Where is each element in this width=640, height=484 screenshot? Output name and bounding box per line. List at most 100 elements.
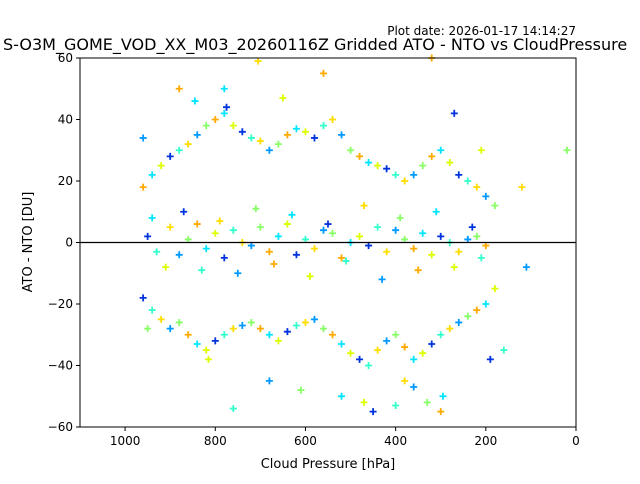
data-point	[220, 254, 228, 262]
data-point	[265, 377, 273, 385]
data-point	[473, 232, 481, 240]
data-point	[410, 171, 418, 179]
data-point	[437, 232, 445, 240]
data-point	[491, 202, 499, 210]
data-point	[229, 405, 237, 413]
data-point	[301, 128, 309, 136]
data-point	[283, 328, 291, 336]
data-point	[455, 248, 463, 256]
data-point	[157, 162, 165, 170]
x-tick-label: 800	[204, 434, 227, 448]
series-outliers	[139, 54, 571, 416]
data-point	[229, 226, 237, 234]
data-point	[265, 331, 273, 339]
data-point	[319, 69, 327, 77]
y-tick-label: 40	[58, 113, 73, 127]
data-point	[419, 229, 427, 237]
data-point	[223, 103, 231, 111]
data-point	[279, 94, 287, 102]
data-point	[329, 229, 337, 237]
data-point	[491, 285, 499, 293]
x-tick-label: 1000	[110, 434, 141, 448]
data-point	[211, 337, 219, 345]
data-point	[455, 318, 463, 326]
data-point	[378, 275, 386, 283]
data-point	[202, 245, 210, 253]
data-point	[220, 331, 228, 339]
data-point	[356, 152, 364, 160]
data-point	[356, 355, 364, 363]
data-point	[446, 325, 454, 333]
data-point	[247, 242, 255, 250]
data-point	[428, 152, 436, 160]
data-point	[347, 146, 355, 154]
data-point	[360, 398, 368, 406]
data-point	[414, 266, 422, 274]
data-point	[252, 205, 260, 213]
data-point	[365, 362, 373, 369]
data-point	[301, 235, 309, 243]
data-point	[369, 408, 377, 416]
data-point	[175, 85, 183, 93]
x-axis: 1000 800 600 400 200 0	[110, 427, 580, 448]
data-point	[338, 254, 346, 262]
data-point	[450, 263, 458, 271]
data-point	[432, 208, 440, 216]
data-point	[347, 349, 355, 357]
data-point	[522, 263, 530, 271]
series-upper-spread	[139, 109, 499, 210]
data-point	[423, 398, 431, 406]
data-point	[175, 251, 183, 259]
data-point	[198, 266, 206, 274]
data-point	[419, 349, 427, 357]
data-point	[148, 171, 156, 179]
data-point	[310, 134, 318, 142]
data-point	[306, 272, 314, 280]
data-point	[184, 331, 192, 339]
data-point	[401, 177, 409, 185]
data-point	[166, 325, 174, 333]
data-point	[292, 125, 300, 133]
data-point	[329, 116, 337, 123]
data-point	[410, 245, 418, 253]
data-point	[464, 235, 472, 243]
data-point	[297, 386, 305, 394]
data-point	[184, 235, 192, 243]
x-tick-label: 200	[474, 434, 497, 448]
data-point	[220, 85, 228, 93]
data-point	[428, 251, 436, 259]
y-tick-label: −60	[48, 420, 73, 434]
data-point	[191, 97, 199, 105]
y-axis-label: ATO - NTO [DU]	[21, 192, 36, 293]
data-point	[374, 162, 382, 170]
data-point	[518, 183, 526, 191]
data-point	[157, 315, 165, 323]
data-point	[175, 318, 183, 326]
data-point	[482, 242, 490, 250]
data-point	[392, 226, 400, 234]
data-point	[310, 245, 318, 253]
x-tick-label: 400	[384, 434, 407, 448]
data-point	[301, 318, 309, 326]
x-tick-label: 0	[572, 434, 580, 448]
data-point	[193, 340, 201, 348]
data-point	[410, 383, 418, 391]
data-point	[220, 109, 228, 117]
y-tick-label: −40	[48, 359, 73, 373]
data-point	[360, 202, 368, 210]
y-tick-label: 60	[58, 51, 73, 65]
data-point	[254, 57, 262, 65]
data-point	[477, 146, 485, 154]
data-point	[396, 214, 404, 222]
data-point	[437, 408, 445, 416]
data-point	[464, 312, 472, 320]
data-point	[166, 223, 174, 231]
data-point	[310, 315, 318, 323]
data-point	[319, 122, 327, 130]
data-point	[477, 254, 485, 262]
data-point	[473, 306, 481, 314]
data-point	[247, 318, 255, 326]
data-point	[270, 260, 278, 268]
